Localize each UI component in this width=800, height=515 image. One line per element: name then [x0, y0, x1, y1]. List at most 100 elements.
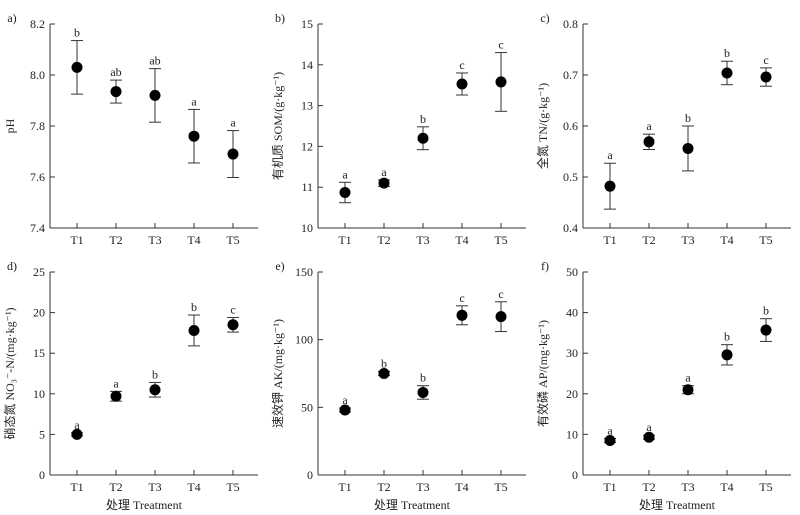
x-tick-label: T5: [494, 480, 507, 494]
data-point: [339, 187, 351, 199]
significance-letter: c: [498, 38, 503, 52]
x-tick-label: T5: [226, 233, 239, 247]
y-tick-label: 100: [295, 333, 313, 347]
x-tick-label: T2: [377, 233, 390, 247]
x-tick-label: T4: [455, 480, 468, 494]
data-point: [339, 404, 351, 416]
significance-letter: b: [724, 330, 730, 344]
x-tick-label: T1: [70, 480, 83, 494]
data-point: [495, 76, 507, 88]
data-point: [378, 368, 390, 379]
significance-letter: b: [420, 371, 426, 385]
y-axis-title: 有机质 SOM/(g·kg⁻¹): [271, 72, 285, 180]
x-axis-title: 处理 Treatment: [639, 498, 716, 512]
y-tick-label: 15: [33, 346, 45, 360]
data-point: [604, 180, 616, 192]
significance-letter: c: [230, 302, 235, 316]
y-tick-label: 0: [307, 468, 313, 482]
panel-label: a): [7, 11, 16, 25]
y-axis-title: 硝态氮 NO₃⁻-N/(mg·kg⁻¹): [2, 307, 17, 439]
x-tick-label: T3: [681, 480, 694, 494]
y-tick-label: 0.7: [563, 68, 578, 82]
x-tick-label: T4: [187, 480, 200, 494]
data-point: [760, 71, 772, 83]
y-tick-label: 0: [39, 468, 45, 482]
y-tick-label: 15: [301, 17, 313, 31]
data-point: [643, 431, 655, 443]
data-point: [456, 78, 468, 90]
data-point: [110, 390, 122, 402]
data-point: [188, 130, 200, 142]
significance-letter: b: [420, 112, 426, 126]
significance-letter: a: [646, 420, 652, 434]
panel-label: b): [275, 11, 285, 25]
y-tick-label: 0.6: [563, 119, 578, 133]
data-point: [227, 148, 239, 160]
x-tick-label: T1: [70, 233, 83, 247]
panel-label: f): [541, 259, 549, 273]
x-tick-label: T4: [455, 233, 468, 247]
x-tick-label: T1: [603, 233, 616, 247]
panel-e: e) 0 50 100 150 速效钾 AK/(mg·kg⁻¹) T1 a T2 b T3 b T4 c T…: [270, 259, 526, 512]
significance-letter: a: [646, 119, 652, 133]
data-point: [604, 434, 616, 446]
x-tick-label: T2: [109, 233, 122, 247]
significance-letter: a: [607, 423, 613, 437]
significance-letter: a: [381, 165, 387, 179]
data-point: [378, 177, 390, 189]
data-point: [417, 132, 429, 144]
x-tick-label: T4: [720, 480, 733, 494]
y-tick-label: 40: [566, 306, 578, 320]
y-tick-label: 50: [566, 265, 578, 279]
significance-letter: ab: [149, 54, 160, 68]
panel-label: d): [7, 259, 17, 273]
significance-letter: a: [607, 148, 613, 162]
panel-b: b) 10 11 12 13 14 15 有机质 SOM/(g·kg⁻¹) T1 a T2 a T3 b T…: [271, 11, 526, 247]
significance-letter: b: [724, 46, 730, 60]
y-tick-label: 30: [566, 346, 578, 360]
panel-label: e): [275, 259, 284, 273]
significance-letter: b: [191, 300, 197, 314]
y-tick-label: 14: [301, 58, 313, 72]
y-tick-label: 7.4: [30, 221, 45, 235]
data-point: [682, 384, 694, 396]
x-tick-label: T3: [148, 233, 161, 247]
y-tick-label: 20: [566, 387, 578, 401]
x-tick-label: T5: [759, 480, 772, 494]
y-tick-label: 0.8: [563, 17, 578, 31]
y-axis-title: pH: [3, 118, 17, 133]
y-tick-label: 20: [33, 306, 45, 320]
x-tick-label: T1: [338, 480, 351, 494]
significance-letter: a: [230, 116, 236, 130]
y-tick-label: 12: [301, 139, 313, 153]
panel-label: c): [540, 11, 549, 25]
y-tick-label: 50: [301, 400, 313, 414]
panel-a: a) 7.4 7.6 7.8 8.0 8.2 pH T1 b T2 ab T3 ab T4 a T5 a: [3, 11, 258, 247]
y-axis-title: 全氮 TN/(g·kg⁻¹): [535, 83, 550, 169]
y-tick-label: 25: [33, 265, 45, 279]
data-point: [682, 142, 694, 154]
data-point: [495, 311, 507, 323]
x-tick-label: T1: [603, 480, 616, 494]
data-point: [456, 309, 468, 321]
y-tick-label: 150: [295, 265, 313, 279]
data-point: [71, 428, 83, 440]
y-tick-label: 8.2: [30, 17, 45, 31]
significance-letter: c: [459, 291, 464, 305]
x-tick-label: T5: [759, 233, 772, 247]
x-axis-title: 处理 Treatment: [374, 498, 451, 512]
x-tick-label: T4: [187, 233, 200, 247]
x-tick-label: T2: [642, 233, 655, 247]
x-tick-label: T4: [720, 233, 733, 247]
y-axis-title: 有效磷 AP/(mg·kg⁻¹): [535, 320, 550, 427]
x-tick-label: T2: [642, 480, 655, 494]
significance-letter: c: [459, 58, 464, 72]
x-tick-label: T2: [109, 480, 122, 494]
data-point: [643, 136, 655, 148]
significance-letter: a: [685, 371, 691, 385]
y-tick-label: 0.4: [563, 221, 578, 235]
x-tick-label: T3: [416, 480, 429, 494]
significance-letter: a: [113, 376, 119, 390]
significance-letter: a: [342, 393, 348, 407]
